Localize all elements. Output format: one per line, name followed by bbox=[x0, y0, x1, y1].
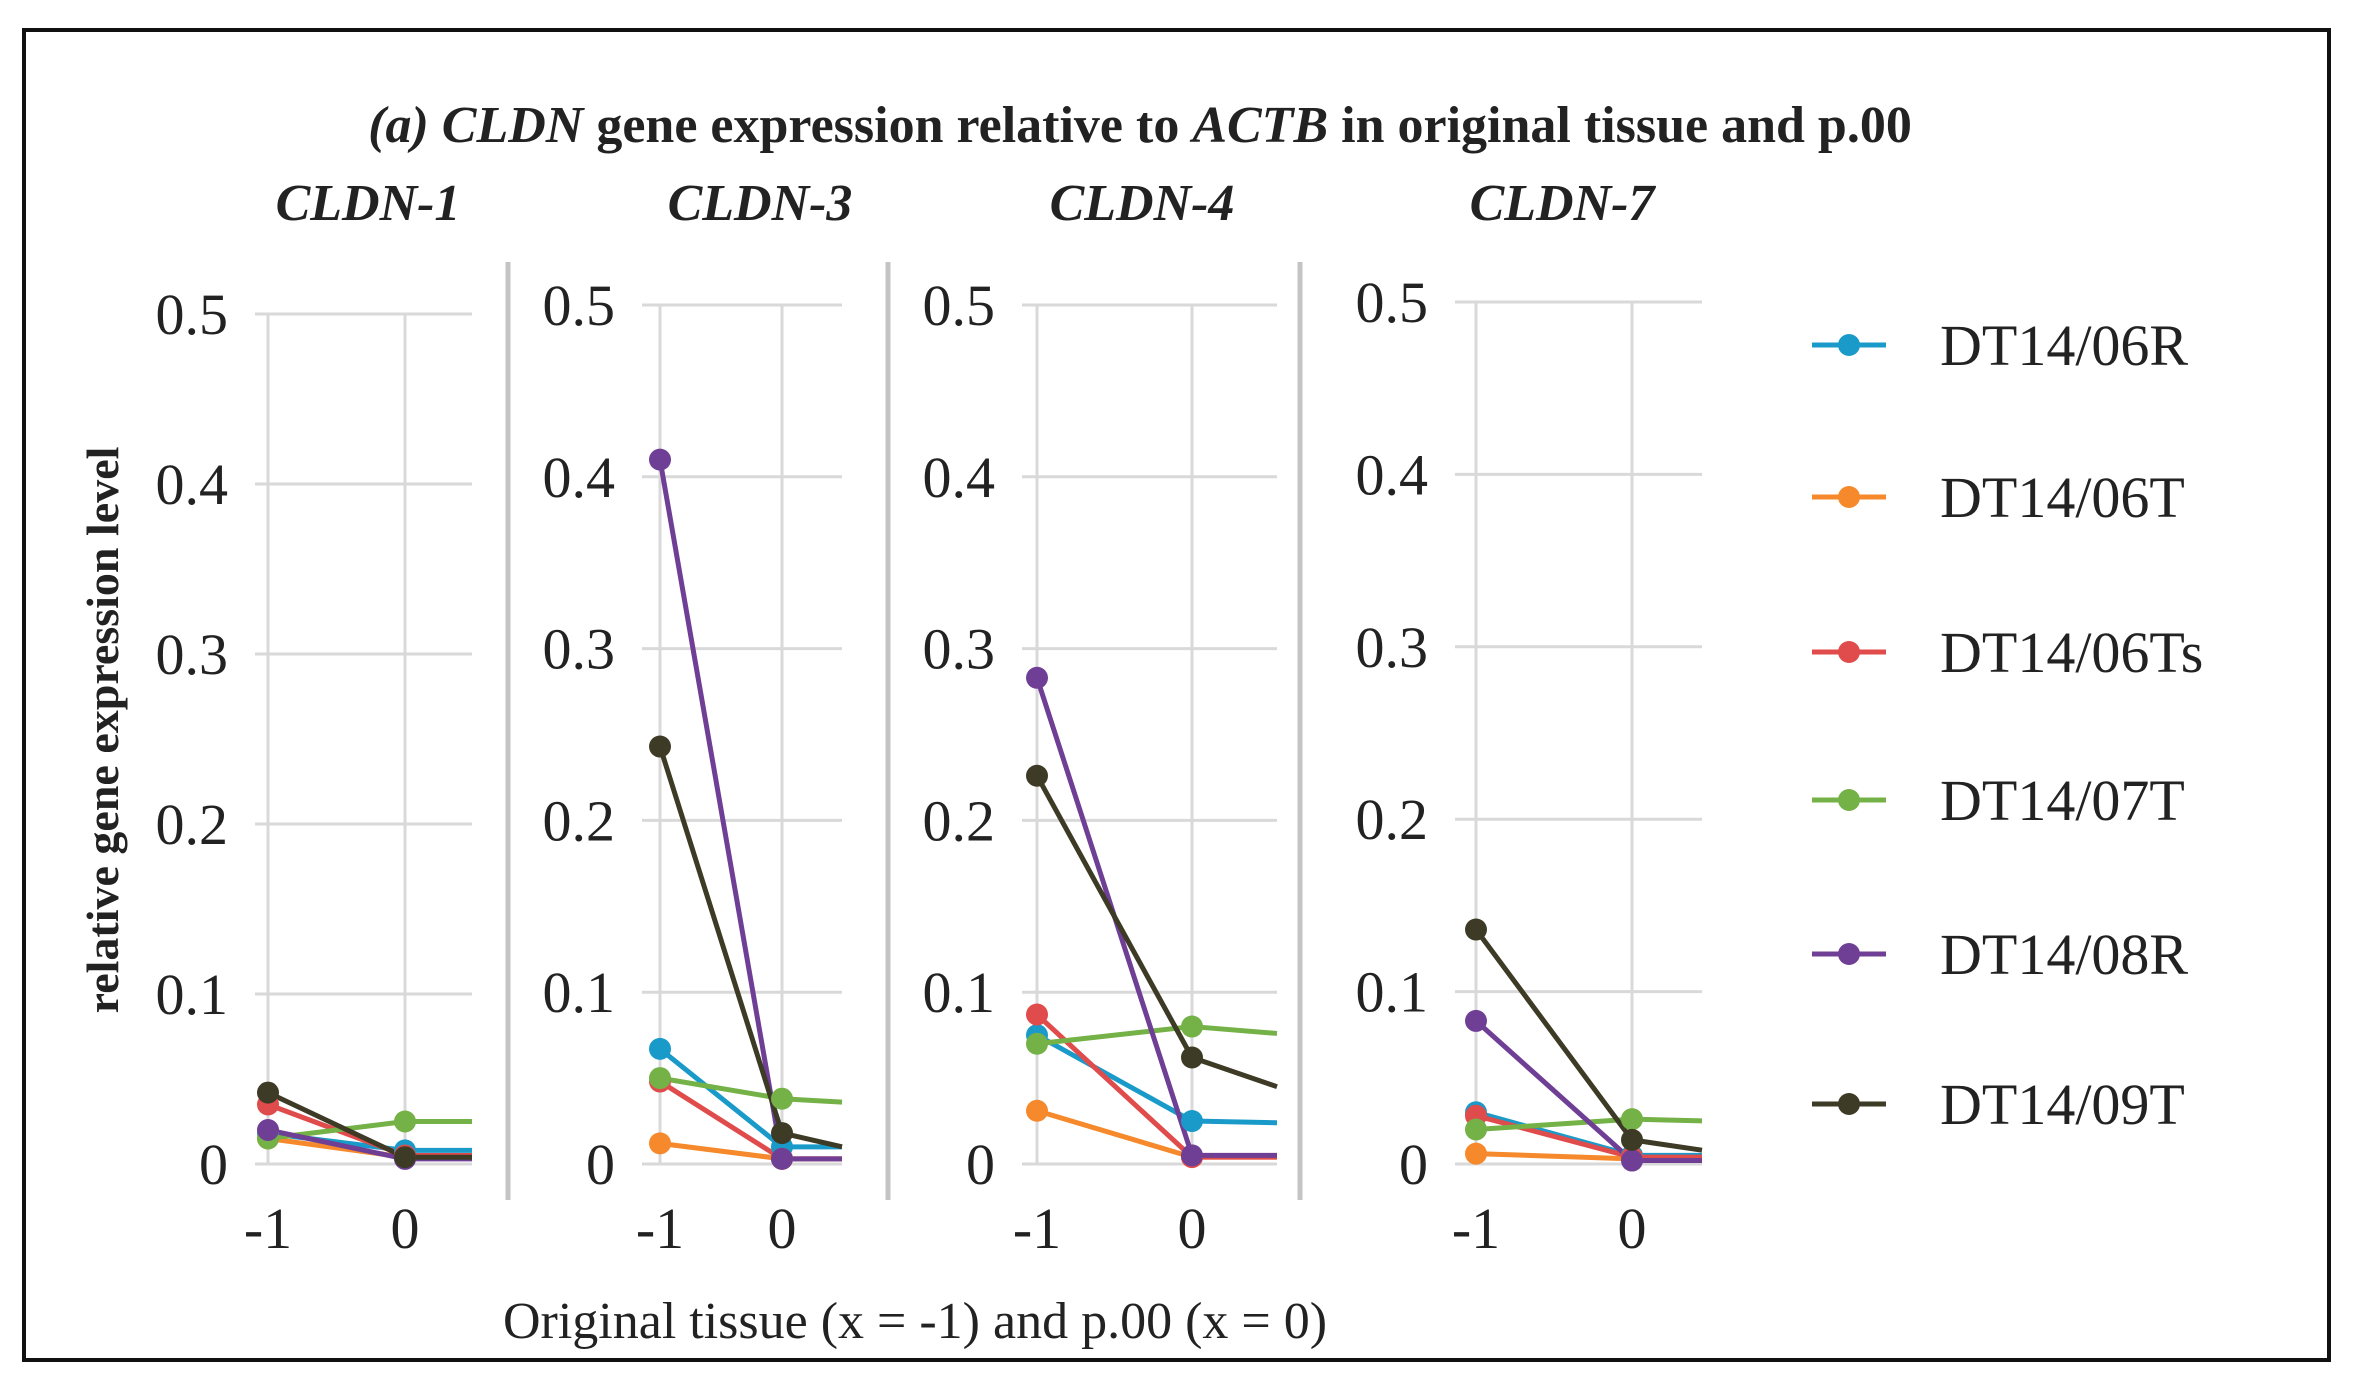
legend-label: DT14/06R bbox=[1940, 313, 2188, 378]
x-tick-label: 0 bbox=[768, 1196, 797, 1261]
legend-item: DT14/06R bbox=[1812, 313, 2188, 378]
data-point-dt14-09t bbox=[1181, 1046, 1203, 1069]
y-tick-label: 0 bbox=[966, 1132, 995, 1197]
x-tick-label: 0 bbox=[391, 1196, 420, 1261]
chart-title: (a) CLDN gene expression relative to ACT… bbox=[368, 97, 1912, 154]
data-point-dt14-07t bbox=[1621, 1108, 1643, 1131]
data-point-dt14-07t bbox=[1465, 1118, 1487, 1141]
panel-title-cldn-4: CLDN-4 bbox=[1050, 175, 1235, 232]
y-tick-label: 0.5 bbox=[156, 282, 229, 347]
legend-item: DT14/08R bbox=[1812, 922, 2188, 987]
x-tick-label: -1 bbox=[636, 1196, 684, 1261]
y-tick-label: 0.3 bbox=[1356, 615, 1429, 680]
y-tick-label: 0.1 bbox=[156, 962, 229, 1027]
panel-cldn-7: 0 0.1 0.2 0.3 0.4 0.5 -1 0 bbox=[1356, 270, 1703, 1261]
panel-cldn-3: 0 0.1 0.2 0.3 0.4 0.5 -1 0 bbox=[543, 273, 843, 1261]
y-tick-label: 0.3 bbox=[923, 617, 996, 682]
legend-marker bbox=[1838, 641, 1860, 663]
y-tick-label: 0.1 bbox=[543, 960, 616, 1025]
legend-item: DT14/07T bbox=[1812, 768, 2185, 833]
y-tick-label: 0.2 bbox=[1356, 787, 1429, 852]
legend-item: DT14/06Ts bbox=[1812, 620, 2203, 685]
y-tick-label: 0.4 bbox=[156, 452, 229, 517]
data-point-dt14-08r bbox=[1181, 1144, 1203, 1167]
panel-cldn-1: 00.10.20.30.40.5-1 0 bbox=[156, 282, 472, 1261]
data-point-dt14-06t bbox=[1026, 1099, 1048, 1122]
chart-title-part: ACTB bbox=[1189, 97, 1328, 154]
chart-title-part: in original tissue and p.00 bbox=[1328, 97, 1912, 154]
data-point-dt14-08r bbox=[1621, 1149, 1643, 1172]
x-tick-label: -1 bbox=[1013, 1196, 1061, 1261]
x-axis-label: Original tissue (x = -1) and p.00 (x = 0… bbox=[503, 1293, 1327, 1350]
legend-marker bbox=[1838, 789, 1860, 811]
panel-title-cldn-7: CLDN-7 bbox=[1470, 175, 1657, 232]
figure-border bbox=[22, 28, 2331, 1362]
x-tick-label: 0 bbox=[1618, 1196, 1647, 1261]
legend-label: DT14/07T bbox=[1940, 768, 2185, 833]
legend-marker bbox=[1838, 486, 1860, 508]
y-tick-label: 0.1 bbox=[923, 960, 996, 1025]
legend-label: DT14/06T bbox=[1940, 465, 2185, 530]
y-tick-label: 0.4 bbox=[543, 445, 616, 510]
data-point-dt14-09t bbox=[649, 735, 671, 758]
legend: DT14/06R DT14/06T DT14/06Ts DT14/07T DT14/08… bbox=[1812, 313, 2203, 1137]
y-tick-label: 0.3 bbox=[543, 617, 616, 682]
y-tick-label: 0.2 bbox=[156, 792, 229, 857]
data-point-dt14-08r bbox=[257, 1119, 279, 1141]
legend-label: DT14/06Ts bbox=[1940, 620, 2203, 685]
legend-item: DT14/09T bbox=[1812, 1072, 2185, 1137]
data-point-dt14-07t bbox=[649, 1067, 671, 1090]
panel-title-cldn-3: CLDN-3 bbox=[668, 175, 853, 232]
data-point-dt14-09t bbox=[1465, 918, 1487, 941]
data-point-dt14-06r bbox=[649, 1037, 671, 1060]
y-tick-label: 0.3 bbox=[156, 622, 229, 687]
chart-title-part: gene expression relative to bbox=[583, 97, 1192, 154]
data-point-dt14-07t bbox=[771, 1087, 793, 1110]
y-tick-label: 0 bbox=[199, 1132, 228, 1197]
data-point-dt14-09t bbox=[771, 1122, 793, 1145]
data-point-dt14-08r bbox=[771, 1147, 793, 1170]
y-tick-label: 0.2 bbox=[543, 788, 616, 853]
legend-marker bbox=[1838, 943, 1860, 965]
y-tick-label: 0.5 bbox=[923, 273, 996, 338]
data-point-dt14-06t bbox=[649, 1132, 671, 1155]
legend-label: DT14/09T bbox=[1940, 1072, 2185, 1137]
data-point-dt14-08r bbox=[1026, 666, 1048, 689]
y-tick-label: 0.5 bbox=[543, 273, 616, 338]
plot-area: 00.10.20.30.40.5-1 000.10.20.30.40.5-1 000… bbox=[156, 270, 1703, 1261]
y-tick-label: 0.5 bbox=[1356, 270, 1429, 335]
data-point-dt14-09t bbox=[1026, 764, 1048, 787]
data-point-dt14-06t bbox=[1465, 1142, 1487, 1165]
y-tick-label: 0.4 bbox=[923, 445, 996, 510]
legend-marker bbox=[1838, 1093, 1860, 1115]
legend-label: DT14/08R bbox=[1940, 922, 2188, 987]
y-tick-label: 0.2 bbox=[923, 788, 996, 853]
panel-title-cldn-1: CLDN-1 bbox=[276, 175, 461, 232]
legend-item: DT14/06T bbox=[1812, 465, 2185, 530]
x-tick-label: 0 bbox=[1178, 1196, 1207, 1261]
data-point-dt14-07t bbox=[1181, 1015, 1203, 1038]
data-point-dt14-08r bbox=[1465, 1009, 1487, 1032]
x-tick-label: -1 bbox=[244, 1196, 292, 1261]
data-point-dt14-08r bbox=[649, 448, 671, 471]
data-point-dt14-06r bbox=[1181, 1110, 1203, 1133]
y-tick-label: 0.1 bbox=[1356, 960, 1429, 1025]
data-point-dt14-09t bbox=[394, 1146, 416, 1169]
legend-marker bbox=[1838, 334, 1860, 356]
x-tick-label: -1 bbox=[1452, 1196, 1500, 1261]
y-tick-label: 0 bbox=[1399, 1132, 1428, 1197]
chart-title-part: CLDN bbox=[442, 97, 586, 154]
data-point-dt14-09t bbox=[257, 1081, 279, 1104]
data-point-dt14-09t bbox=[1621, 1128, 1643, 1151]
y-tick-label: 0 bbox=[586, 1132, 615, 1197]
panel-cldn-4: 0 0.1 0.2 0.3 0.4 0.5 -1 0 bbox=[923, 273, 1278, 1261]
data-point-dt14-06ts bbox=[1026, 1003, 1048, 1026]
data-point-dt14-07t bbox=[1026, 1032, 1048, 1055]
y-axis-label: relative gene expression level bbox=[77, 447, 128, 1014]
chart-title-part: (a) bbox=[368, 97, 442, 154]
data-point-dt14-07t bbox=[394, 1110, 416, 1133]
y-tick-label: 0.4 bbox=[1356, 442, 1429, 507]
